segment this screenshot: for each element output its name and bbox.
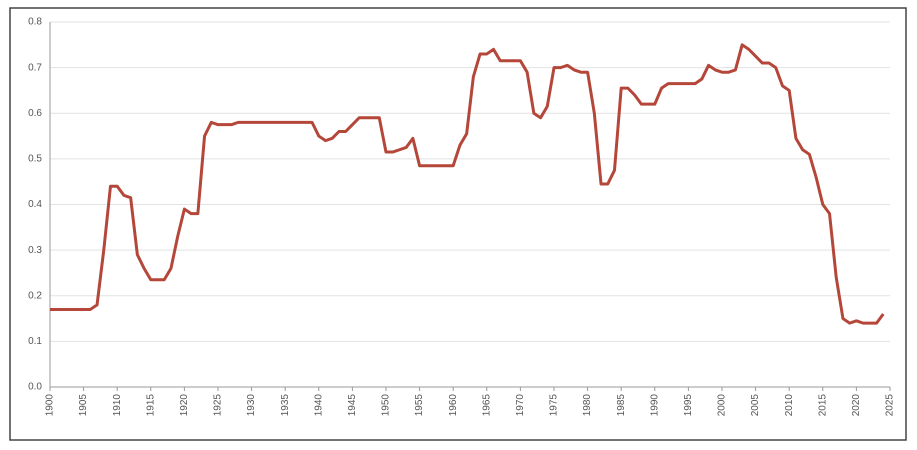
y-tick-label: 0.6 xyxy=(28,108,42,119)
x-tick-label: 1975 xyxy=(549,394,560,417)
x-tick-label: 1980 xyxy=(582,394,593,417)
x-tick-label: 1965 xyxy=(481,394,492,417)
x-tick-label: 1955 xyxy=(414,394,425,417)
y-tick-label: 0.5 xyxy=(28,154,42,165)
x-tick-label: 1985 xyxy=(616,394,627,417)
x-tick-label: 2020 xyxy=(851,394,862,417)
x-tick-label: 1900 xyxy=(45,394,56,417)
x-tick-label: 1920 xyxy=(179,394,190,417)
x-tick-label: 1945 xyxy=(347,394,358,417)
x-tick-label: 1910 xyxy=(112,394,123,417)
x-tick-label: 2015 xyxy=(817,394,828,417)
x-tick-label: 1995 xyxy=(683,394,694,417)
x-tick-label: 1950 xyxy=(381,394,392,417)
y-tick-label: 0.4 xyxy=(28,199,42,210)
y-tick-label: 0.7 xyxy=(28,62,42,73)
x-tick-label: 1935 xyxy=(280,394,291,417)
x-tick-label: 2025 xyxy=(885,394,896,417)
y-tick-label: 0.2 xyxy=(28,290,42,301)
x-tick-label: 1930 xyxy=(246,394,257,417)
y-tick-label: 0.0 xyxy=(28,382,42,393)
data-line xyxy=(50,43,885,325)
x-tick-label: 1990 xyxy=(649,394,660,417)
x-tick-label: 2000 xyxy=(717,394,728,417)
x-tick-label: 1970 xyxy=(515,394,526,417)
x-tick-label: 1915 xyxy=(145,394,156,417)
x-tick-label: 1925 xyxy=(213,394,224,417)
chart-frame xyxy=(9,7,907,441)
y-tick-label: 0.3 xyxy=(28,245,42,256)
y-tick-label: 0.8 xyxy=(28,17,42,28)
y-tick-label: 0.1 xyxy=(28,336,42,347)
x-tick-label: 1960 xyxy=(448,394,459,417)
x-tick-label: 1905 xyxy=(78,394,89,417)
x-tick-label: 1940 xyxy=(313,394,324,417)
x-tick-label: 2005 xyxy=(750,394,761,417)
x-tick-label: 2010 xyxy=(784,394,795,417)
